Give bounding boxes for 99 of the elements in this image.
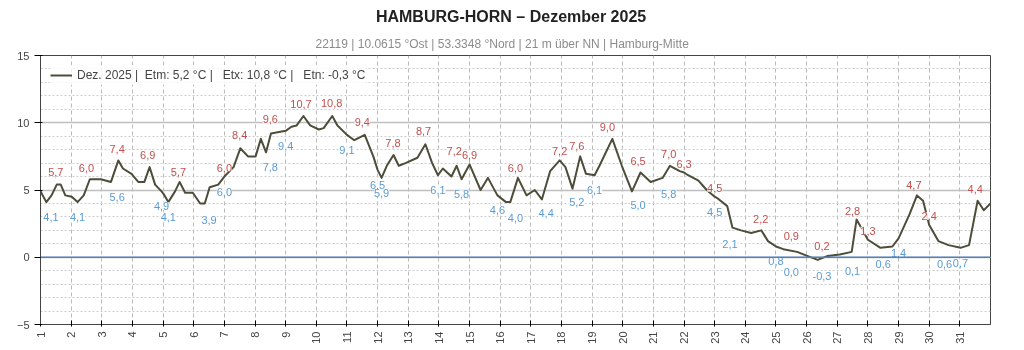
y-tick-label: 10 xyxy=(17,116,30,129)
annotation: 4,7 xyxy=(906,179,922,192)
x-tick-label: 13 xyxy=(402,331,415,344)
annotation: 6,5 xyxy=(630,154,646,167)
annotation: 7,0 xyxy=(661,148,677,161)
annotation: 9,1 xyxy=(339,143,355,156)
annotation: 5,6 xyxy=(109,190,125,203)
annotation: 2,1 xyxy=(722,238,738,251)
annotation: 2,4 xyxy=(921,209,937,222)
y-tick-label: 0 xyxy=(23,251,30,264)
x-tick-label: 5 xyxy=(157,331,170,338)
annotation: 5,7 xyxy=(48,165,64,178)
annotation: 3,9 xyxy=(201,213,217,226)
annotation: 6,0 xyxy=(78,161,95,174)
annotation: 4,0 xyxy=(507,212,524,225)
x-tick-label: 15 xyxy=(463,331,476,344)
annotation: 0,9 xyxy=(783,230,799,243)
x-tick-label: 1 xyxy=(34,331,47,338)
x-tick-label: 21 xyxy=(647,331,660,344)
annotation: 5,8 xyxy=(453,188,470,201)
x-tick-label: 3 xyxy=(95,331,108,338)
annotation: 10,8 xyxy=(320,96,343,109)
annotation: 7,4 xyxy=(109,142,125,155)
x-tick-label: 23 xyxy=(708,331,721,344)
x-tick-label: 18 xyxy=(555,331,568,344)
annotation: 5,0 xyxy=(630,199,646,211)
chart-title: HAMBURG-HORN – Dezember 2025 xyxy=(375,7,647,25)
annotation: 9,0 xyxy=(599,121,616,134)
annotation: 4,4 xyxy=(967,183,983,196)
annotation: 7,8 xyxy=(385,137,401,150)
annotation: 4,5 xyxy=(707,205,723,218)
annotation: 4,1 xyxy=(69,211,86,224)
x-tick-label: 29 xyxy=(892,331,905,344)
annotation: 6,3 xyxy=(676,157,692,170)
x-tick-label: 14 xyxy=(432,331,445,344)
x-tick-label: 25 xyxy=(769,331,782,344)
annotation: 9,6 xyxy=(262,113,278,126)
x-tick-label: 17 xyxy=(524,331,537,344)
x-tick-label: 24 xyxy=(739,331,752,344)
annotation: 1,4 xyxy=(890,247,907,260)
x-tick-label: 31 xyxy=(953,331,966,344)
annotation: 9,4 xyxy=(278,139,294,152)
legend-label: Dez. 2025 | Etm: 5,2 °C | Etx: 10,8 °C | Etn: -0,3 °C xyxy=(77,68,366,82)
x-tick-label: 6 xyxy=(187,331,200,338)
x-tick-label: 8 xyxy=(249,331,262,338)
x-tick-label: 30 xyxy=(923,331,936,344)
annotation: 0,7 xyxy=(952,256,969,269)
x-tick-label: 10 xyxy=(310,331,323,344)
annotation: 6,9 xyxy=(461,149,478,162)
annotation: 5,2 xyxy=(569,196,585,209)
x-tick-label: 4 xyxy=(126,331,139,338)
annotation: 6,0 xyxy=(216,161,233,174)
x-tick-label: 9 xyxy=(279,331,292,338)
annotation: -0,3 xyxy=(812,270,832,283)
annotation: 6,5 xyxy=(369,178,386,191)
annotation: 5,7 xyxy=(170,165,187,178)
annotation: 8,7 xyxy=(415,125,432,138)
annotation: 4,1 xyxy=(43,211,59,224)
x-tick-label: 16 xyxy=(494,331,507,344)
annotation: 0,0 xyxy=(783,266,799,279)
y-tick-label: 15 xyxy=(17,49,30,62)
annotation: 9,4 xyxy=(354,115,370,128)
annotation: 5,8 xyxy=(661,188,677,201)
annotation: 7,2 xyxy=(446,145,462,158)
annotation: 0,1 xyxy=(844,264,861,277)
x-tick-label: 7 xyxy=(218,331,231,338)
y-tick-label: 5 xyxy=(23,184,30,196)
annotation: 6,0 xyxy=(507,161,524,174)
annotation: 4,6 xyxy=(489,204,506,217)
annotation: 0,6 xyxy=(875,258,891,271)
chart-subtitle: 22119 | 10.0615 °Ost | 53.3348 °Nord | 21 m über NN | Hamburg-Mitte xyxy=(315,36,690,51)
annotation: 6,1 xyxy=(586,184,603,197)
x-tick-label: 12 xyxy=(371,331,384,344)
annotation: 6,1 xyxy=(430,184,446,197)
y-tick-label: −5 xyxy=(16,318,30,331)
annotation: 7,8 xyxy=(262,161,278,174)
annotation: 4,1 xyxy=(160,211,176,224)
annotation: 6,0 xyxy=(216,185,233,198)
x-tick-label: 26 xyxy=(800,331,813,344)
annotation: 8,4 xyxy=(232,129,248,142)
annotation: 6,9 xyxy=(140,149,156,162)
annotation: 4,5 xyxy=(707,181,723,194)
x-tick-label: 11 xyxy=(340,331,353,343)
annotation: 10,7 xyxy=(290,98,312,111)
x-tick-label: 28 xyxy=(861,331,874,344)
annotation: 1,3 xyxy=(860,224,876,237)
annotation: 0,2 xyxy=(814,239,830,252)
annotation: 7,6 xyxy=(569,140,585,153)
annotation: 4,9 xyxy=(153,200,170,213)
x-tick-label: 20 xyxy=(616,331,629,344)
x-tick-label: 27 xyxy=(831,331,844,344)
x-tick-label: 19 xyxy=(586,331,599,344)
annotation: 2,2 xyxy=(753,212,769,225)
annotation: 2,8 xyxy=(844,204,861,217)
x-tick-label: 22 xyxy=(678,331,691,344)
x-tick-label: 2 xyxy=(65,331,78,338)
annotation: 4,4 xyxy=(538,207,554,220)
annotation: 0,6 xyxy=(936,258,953,271)
annotation: 7,2 xyxy=(551,145,568,158)
